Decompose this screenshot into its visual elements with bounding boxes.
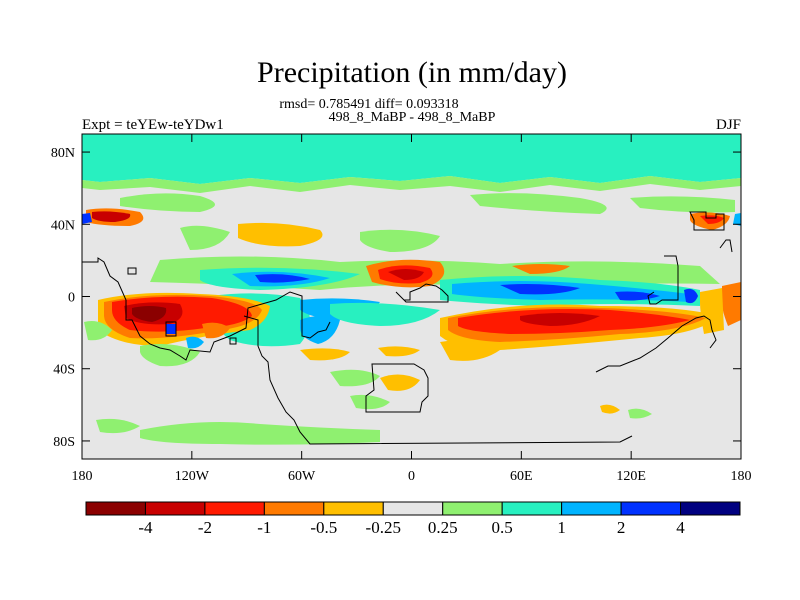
small-island-outline [165, 321, 177, 337]
x-tick-label: 180 [731, 469, 752, 484]
colorbar-swatch [144, 501, 206, 516]
small-island-outline [127, 267, 137, 275]
y-tick-label: 40N [51, 218, 75, 233]
y-tick-label: 80N [51, 146, 75, 161]
field-patch [120, 193, 215, 212]
colorbar-label: 2 [617, 518, 626, 537]
colorbar-swatch [620, 501, 682, 516]
field-patch [630, 196, 735, 213]
field-patch [255, 274, 310, 283]
field-patch [470, 193, 607, 214]
east-asia-outline [719, 239, 733, 253]
chart-title: Precipitation (in mm/day) [257, 56, 567, 89]
colorbar-label: -0.5 [310, 518, 337, 537]
colorbar: -4 -2 -1 -0.5 -0.25 0.25 0.5 1 2 4 [85, 501, 741, 537]
field-patch [186, 336, 204, 349]
x-tick-label: 180 [72, 469, 93, 484]
continent-outlines [82, 211, 733, 445]
colorbar-label: -4 [138, 518, 153, 537]
field-patch [380, 374, 420, 391]
field-patch [96, 418, 140, 434]
colorbar-label: 0.25 [428, 518, 458, 537]
africa-outline [365, 363, 429, 413]
field-patch [166, 324, 176, 334]
field-patch [140, 422, 380, 445]
field-patch [140, 344, 200, 367]
field-patch [388, 269, 424, 280]
colorbar-label: 1 [557, 518, 566, 537]
x-tick-label: 0 [408, 469, 415, 484]
small-island-outline [229, 337, 237, 345]
field-patch [700, 288, 724, 334]
africa-coast-outline [395, 283, 449, 303]
colorbar-swatch [85, 501, 146, 516]
field-patch [360, 229, 440, 252]
field-patch [684, 288, 698, 304]
x-tick-label: 60E [510, 469, 533, 484]
colorbar-swatch [263, 501, 325, 516]
field-patch [82, 134, 741, 184]
colorbar-swatch [382, 501, 444, 516]
x-tick-label: 120E [616, 469, 646, 484]
field-patch [600, 404, 620, 414]
field-patch [330, 302, 440, 326]
field-patch [84, 321, 112, 341]
season-label: DJF [716, 117, 741, 133]
field-patch [500, 284, 580, 295]
asia-outline [647, 255, 679, 305]
field-patch [82, 176, 741, 193]
colorbar-label: -0.25 [366, 518, 401, 537]
field-patch [92, 211, 131, 222]
field-patch [733, 213, 741, 226]
field-patch [721, 282, 741, 326]
x-tick-label: 120W [175, 469, 210, 484]
colorbar-label: -2 [198, 518, 212, 537]
y-tick-label: 80S [53, 435, 75, 450]
field-patch [300, 348, 350, 361]
field-patch [628, 408, 652, 419]
x-tick-label: 60W [288, 469, 316, 484]
south-america-outline [243, 315, 633, 445]
chart-subtitle: rmsd= 0.785491 diff= 0.093318 [279, 97, 458, 112]
field-patch [132, 306, 167, 322]
x-axis: 180 120W 60W 0 60E 120E 180 [72, 134, 752, 484]
precipitation-map [82, 134, 741, 459]
colorbar-swatch [323, 501, 384, 516]
field-patch [238, 222, 323, 247]
field-patch [330, 369, 380, 387]
experiment-label: Expt = teYEw-teYDw1 [82, 117, 224, 133]
field-patch [520, 313, 600, 326]
north-america-outline [82, 257, 331, 361]
y-tick-label: 40S [53, 363, 75, 378]
y-axis: 80N 40N 0 40S 80S [51, 146, 741, 450]
colorbar-swatch [680, 501, 741, 516]
colorbar-label: -1 [257, 518, 271, 537]
field-patch [202, 322, 230, 339]
y-tick-label: 0 [68, 291, 75, 306]
colorbar-label: 0.5 [492, 518, 513, 537]
australia-outline [595, 315, 717, 373]
field-patch [180, 225, 230, 250]
colorbar-swatch [561, 501, 622, 516]
field-patch [378, 346, 420, 357]
field-patch [440, 340, 500, 361]
colorbar-swatch [442, 501, 503, 516]
field-patch [350, 394, 390, 410]
colorbar-swatch [501, 501, 563, 516]
comparison-label: 498_8_MaBP - 498_8_MaBP [329, 110, 496, 125]
colorbar-label: 4 [676, 518, 685, 537]
north-pacific-box-outline [689, 211, 725, 231]
field-patch [512, 264, 570, 274]
colorbar-swatch [204, 501, 265, 516]
field-patch [82, 213, 92, 224]
